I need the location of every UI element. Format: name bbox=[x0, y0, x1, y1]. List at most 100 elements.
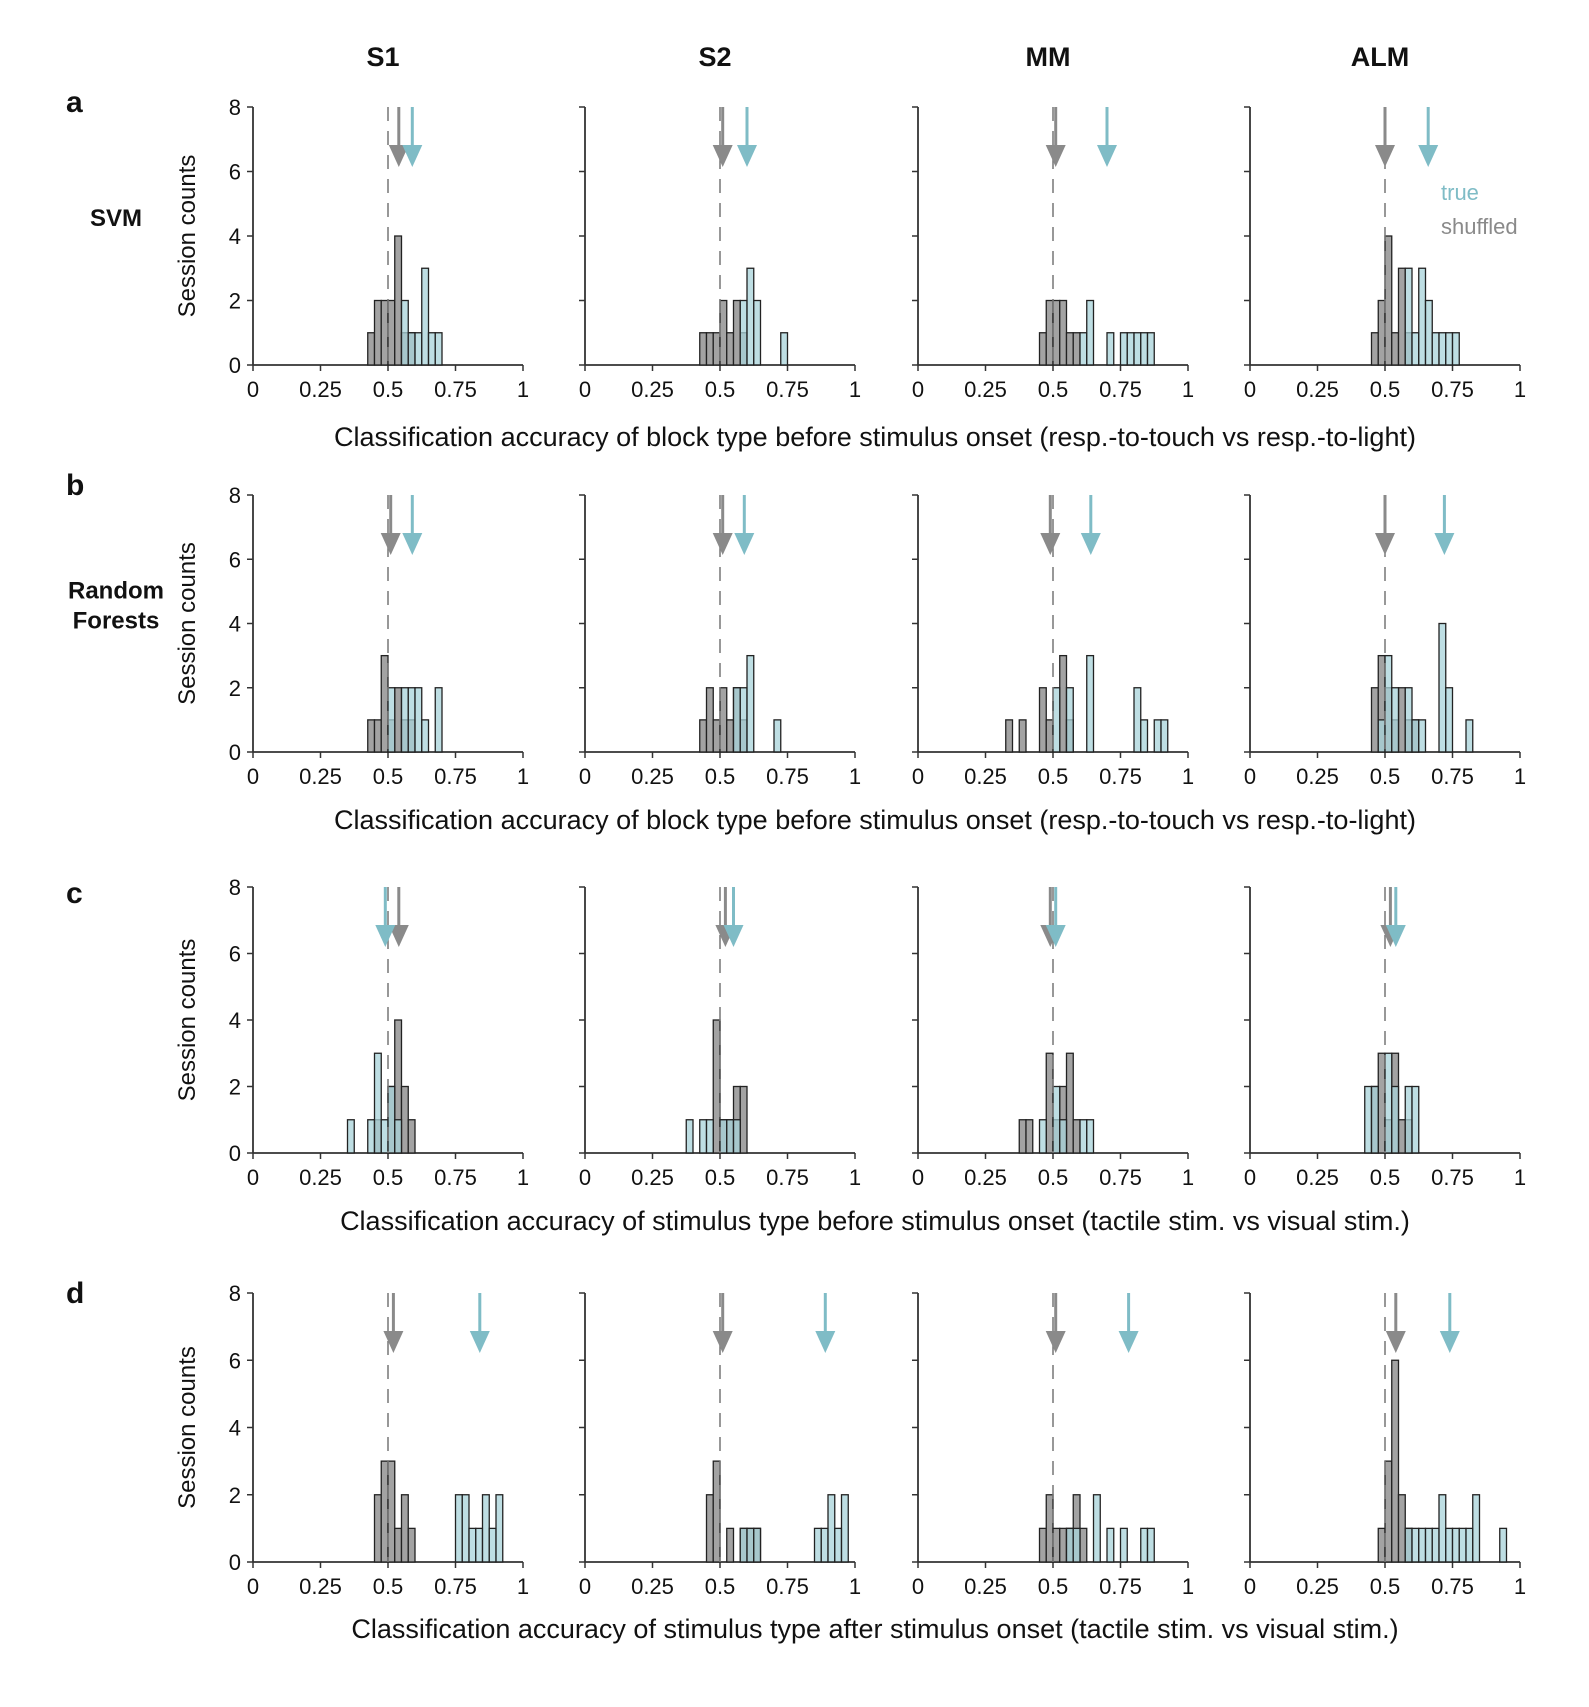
true-bar bbox=[1126, 332, 1135, 366]
x-tick-label: 0 bbox=[579, 1165, 591, 1190]
true-bar bbox=[1052, 687, 1061, 753]
shuffled-bar bbox=[705, 332, 714, 366]
true-bar bbox=[813, 1527, 822, 1563]
true-bar bbox=[1119, 332, 1128, 366]
shuffled-bar bbox=[394, 687, 403, 753]
shuffled-bar bbox=[739, 1085, 748, 1154]
x-tick-label: 1 bbox=[1514, 764, 1526, 789]
true-bar bbox=[1065, 1527, 1074, 1563]
true-mean-arrow-head bbox=[1118, 1331, 1139, 1353]
histogram-panel-b-mm: 0 0.25 0.5 0.75 1 bbox=[912, 494, 1194, 789]
true-bar bbox=[746, 654, 755, 753]
legend-true: true bbox=[1441, 180, 1479, 205]
shuffled-bar bbox=[1045, 299, 1054, 366]
x-tick-label: 0.5 bbox=[705, 1165, 736, 1190]
shuffled-mean-arrow-head bbox=[1045, 145, 1066, 167]
true-bar bbox=[1418, 1527, 1427, 1563]
x-tick-label: 0.75 bbox=[434, 1574, 477, 1599]
true-bar bbox=[732, 1119, 741, 1154]
shuffled-bar bbox=[1052, 299, 1061, 366]
true-bar bbox=[1065, 687, 1074, 753]
y-tick-label: 0 bbox=[229, 1141, 241, 1166]
x-tick-label: 0.25 bbox=[1296, 1574, 1339, 1599]
method-label: Random bbox=[68, 578, 164, 605]
x-tick-label: 0.75 bbox=[1099, 764, 1142, 789]
x-tick-label: 1 bbox=[849, 377, 861, 402]
panel-letter-c: c bbox=[66, 877, 83, 910]
x-tick-label: 1 bbox=[1182, 764, 1194, 789]
x-tick-label: 0 bbox=[1244, 1574, 1256, 1599]
true-bar bbox=[1391, 687, 1400, 753]
true-bar bbox=[1146, 1527, 1155, 1563]
x-tick-label: 1 bbox=[1182, 377, 1194, 402]
shuffled-mean-arrow-head bbox=[712, 1331, 733, 1353]
shuffled-bar bbox=[1018, 719, 1027, 753]
x-tick-label: 1 bbox=[517, 377, 529, 402]
x-tick-label: 0.75 bbox=[1431, 764, 1474, 789]
true-bar bbox=[1424, 1527, 1433, 1563]
true-mean-arrow-head bbox=[1080, 533, 1101, 555]
x-tick-label: 1 bbox=[1514, 1574, 1526, 1599]
true-bar bbox=[407, 332, 416, 366]
true-bar bbox=[1384, 1052, 1393, 1154]
x-tick-label: 0.5 bbox=[1370, 1165, 1401, 1190]
shuffled-bar bbox=[407, 1527, 416, 1563]
x-tick-label: 0 bbox=[247, 377, 259, 402]
shuffled-bar bbox=[719, 687, 728, 753]
true-bar bbox=[1445, 1527, 1454, 1563]
shuffled-mean-arrow-head bbox=[1045, 1331, 1066, 1353]
x-tick-label: 0 bbox=[1244, 764, 1256, 789]
true-bar bbox=[1411, 719, 1420, 753]
x-tick-label: 1 bbox=[517, 1165, 529, 1190]
x-tick-label: 0.75 bbox=[1431, 1165, 1474, 1190]
shuffled-bar bbox=[1059, 654, 1068, 753]
true-bar bbox=[434, 687, 443, 753]
x-axis-label: Classification accuracy of block type be… bbox=[334, 805, 1416, 835]
true-bar bbox=[739, 1527, 748, 1563]
shuffled-bar bbox=[380, 1460, 389, 1563]
shuffled-bar bbox=[394, 1527, 403, 1563]
x-tick-label: 1 bbox=[1182, 1165, 1194, 1190]
x-tick-label: 0.75 bbox=[1099, 1574, 1142, 1599]
histogram-panel-b-s1: 0 2 4 6 8 0 0.25 0.5 0.75 1 bbox=[229, 483, 529, 789]
true-bar bbox=[488, 1527, 497, 1563]
shuffled-bar bbox=[1377, 1527, 1386, 1563]
true-bar bbox=[685, 1119, 694, 1154]
shuffled-bar bbox=[712, 1019, 721, 1154]
y-tick-label: 2 bbox=[229, 289, 241, 314]
shuffled-bar bbox=[726, 719, 735, 753]
shuffled-bar bbox=[726, 332, 735, 366]
x-tick-label: 0.75 bbox=[1431, 377, 1474, 402]
y-tick-label: 4 bbox=[229, 1008, 241, 1033]
true-bar bbox=[1404, 1527, 1413, 1563]
true-bar bbox=[1370, 1085, 1379, 1154]
shuffled-bar bbox=[394, 235, 403, 366]
histogram-panel-b-s2: 0 0.25 0.5 0.75 1 bbox=[579, 494, 861, 789]
histogram-panel-d-s1: 0 2 4 6 8 0 0.25 0.5 0.75 1 bbox=[229, 1281, 529, 1599]
x-tick-label: 0.25 bbox=[964, 764, 1007, 789]
x-tick-label: 0.75 bbox=[766, 1574, 809, 1599]
true-mean-arrow-head bbox=[1439, 1331, 1460, 1353]
shuffled-bar bbox=[1391, 1359, 1400, 1563]
true-bar bbox=[726, 1119, 735, 1154]
shuffled-bar bbox=[1377, 1052, 1386, 1154]
true-bar bbox=[373, 1052, 382, 1154]
y-tick-label: 6 bbox=[229, 1348, 241, 1373]
x-tick-label: 0.5 bbox=[1370, 1574, 1401, 1599]
true-bar bbox=[387, 1085, 396, 1154]
true-bar bbox=[732, 687, 741, 753]
true-bar bbox=[1451, 1527, 1460, 1563]
x-tick-label: 0.25 bbox=[299, 764, 342, 789]
y-tick-label: 8 bbox=[229, 875, 241, 900]
true-bar bbox=[1133, 332, 1142, 366]
x-tick-label: 1 bbox=[1514, 1165, 1526, 1190]
x-tick-label: 0 bbox=[912, 377, 924, 402]
true-bar bbox=[1411, 332, 1420, 366]
true-bar bbox=[719, 1119, 728, 1154]
true-bar bbox=[1465, 719, 1474, 753]
histogram-panel-c-alm: 0 0.25 0.5 0.75 1 bbox=[1244, 886, 1526, 1190]
true-bar bbox=[1438, 622, 1447, 753]
true-bar bbox=[753, 299, 762, 366]
x-tick-label: 0 bbox=[247, 1165, 259, 1190]
x-axis-label: Classification accuracy of block type be… bbox=[334, 422, 1416, 452]
